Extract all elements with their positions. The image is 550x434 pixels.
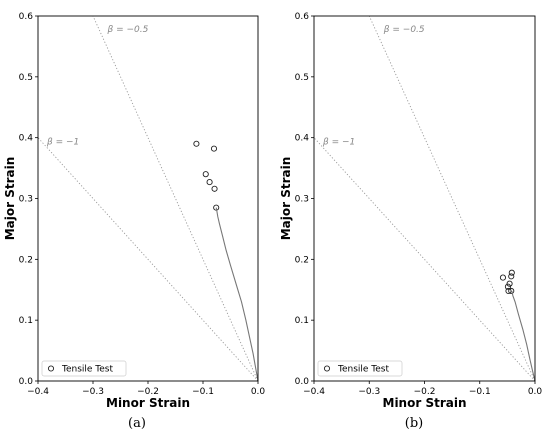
data-point — [504, 283, 511, 290]
x-tick-label: −0.4 — [303, 387, 325, 397]
x-tick-label: −0.1 — [192, 387, 214, 397]
y-tick-label: 0.2 — [19, 255, 33, 265]
data-point — [499, 274, 507, 281]
reference-line-label: β = −0.5 — [107, 25, 149, 35]
data-point — [210, 145, 218, 152]
legend-label: Tensile Test — [337, 365, 389, 375]
y-tick-label: 0.3 — [19, 195, 33, 205]
reference-line-label: β = −0.5 — [383, 25, 425, 35]
panel-caption: (a) — [128, 416, 146, 431]
x-tick-label: 0.0 — [251, 387, 266, 397]
data-point — [211, 185, 218, 192]
reference-line-1 — [368, 16, 535, 381]
data-point — [508, 269, 515, 276]
y-tick-label: 0.6 — [295, 12, 310, 22]
y-tick-label: 0.1 — [295, 316, 309, 326]
x-tick-label: −0.4 — [27, 387, 49, 397]
reference-line-2 — [38, 137, 258, 381]
x-tick-label: −0.2 — [414, 387, 436, 397]
y-axis-title: Major Strain — [3, 157, 17, 241]
x-tick-label: −0.3 — [82, 387, 104, 397]
data-point — [206, 179, 213, 186]
legend-marker — [323, 365, 331, 372]
plot-frame — [313, 15, 536, 382]
strain-path-line — [215, 207, 259, 382]
y-axis-title: Major Strain — [279, 157, 293, 241]
data-point — [508, 273, 515, 280]
x-tick-label: 0.0 — [528, 387, 543, 397]
strain-path-line — [511, 290, 536, 382]
data-point — [193, 140, 200, 147]
data-point — [505, 287, 512, 295]
y-tick-label: 0.1 — [19, 316, 33, 326]
data-point — [202, 171, 209, 178]
legend-box — [41, 360, 127, 377]
y-tick-label: 0.6 — [19, 12, 34, 22]
reference-line-label: β = −1 — [46, 138, 79, 148]
plot-frame — [37, 15, 259, 382]
y-tick-label: 0.4 — [19, 134, 34, 144]
y-tick-label: 0.0 — [295, 377, 310, 387]
reference-line-label: β = −1 — [322, 138, 355, 148]
reference-line-2 — [314, 137, 535, 381]
y-tick-label: 0.5 — [19, 73, 33, 83]
y-tick-label: 0.2 — [295, 255, 309, 265]
data-point — [506, 280, 513, 287]
legend-label: Tensile Test — [61, 365, 113, 375]
x-tick-label: −0.1 — [469, 387, 491, 397]
reference-line-1 — [92, 16, 258, 381]
y-tick-label: 0.3 — [295, 195, 309, 205]
x-axis-title: Minor Strain — [106, 396, 190, 410]
y-tick-label: 0.4 — [295, 134, 310, 144]
x-tick-label: −0.3 — [358, 387, 380, 397]
x-tick-label: −0.2 — [137, 387, 159, 397]
data-point — [508, 287, 515, 295]
panel-caption: (b) — [405, 416, 423, 431]
legend-marker — [47, 365, 55, 372]
panel-b: β = −0.5 β = −1 −0.4 −0.3 −0.2 −0.1 0.0 0.0 0.1 0… — [279, 12, 542, 431]
y-tick-label: 0.5 — [295, 73, 309, 83]
panel-a: β = −0.5 β = −1 −0.4 −0.3 −0.2 −0.1 0.0 0.0 0.1 0… — [3, 12, 265, 431]
x-axis-title: Minor Strain — [383, 396, 467, 410]
legend-box — [317, 360, 403, 377]
y-tick-label: 0.0 — [19, 377, 34, 387]
